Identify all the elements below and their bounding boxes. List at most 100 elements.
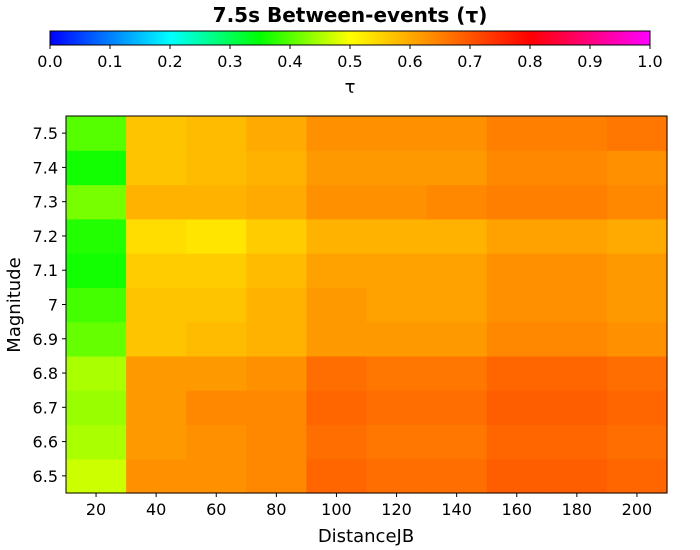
heatmap-cell	[546, 287, 608, 323]
heatmap-cell	[126, 390, 187, 426]
heatmap-cell	[66, 424, 127, 460]
y-tick-label: 7	[48, 296, 58, 315]
heatmap-cell	[186, 287, 247, 323]
heatmap-cell	[186, 458, 247, 494]
heatmap-cell	[486, 287, 548, 323]
heatmap-cell	[546, 253, 608, 288]
heatmap-cell	[366, 424, 428, 460]
heatmap-cell	[486, 424, 548, 460]
colorbar-tick-label: 0.7	[457, 52, 482, 71]
heatmap-cell	[366, 355, 428, 391]
heatmap-cell	[126, 321, 187, 357]
heatmap-cell	[186, 253, 247, 288]
colorbar-tick-label: 0.3	[217, 52, 242, 71]
heatmap-cell	[306, 355, 368, 391]
colorbar	[49, 30, 651, 46]
heatmap-cell	[306, 287, 368, 323]
colorbar-tick-label: 0.6	[397, 52, 422, 71]
heatmap-cell	[426, 424, 488, 460]
heatmap-cell	[186, 424, 247, 460]
heatmap-cell	[306, 424, 368, 460]
heatmap-cell	[426, 116, 488, 151]
heatmap-cell	[486, 150, 548, 186]
heatmap-cell	[486, 253, 548, 288]
heatmap-cell	[546, 424, 608, 460]
x-tick-label: 60	[206, 500, 226, 519]
heatmap-cell	[366, 253, 428, 288]
x-tick-label: 80	[266, 500, 286, 519]
x-tick-label: 140	[441, 500, 472, 519]
heatmap-cell	[486, 184, 548, 220]
colorbar-tick-label: 0.2	[157, 52, 182, 71]
chart-title: 7.5s Between-events (τ)	[213, 3, 488, 27]
heatmap-cell	[486, 116, 548, 151]
heatmap-cell	[66, 218, 127, 254]
x-tick-label: 120	[381, 500, 412, 519]
y-tick-label: 7.3	[33, 193, 58, 212]
x-tick-label: 20	[86, 500, 106, 519]
heatmap-cell	[66, 390, 127, 426]
heatmap-cell	[546, 321, 608, 357]
heatmap-cell	[126, 355, 187, 391]
heatmap-cell	[186, 184, 247, 220]
heatmap-cell	[486, 390, 548, 426]
heatmap-cell	[546, 184, 608, 220]
heatmap-cell	[606, 253, 668, 288]
heatmap-cell	[246, 218, 307, 254]
heatmap-cell	[546, 150, 608, 186]
x-tick-label: 200	[622, 500, 653, 519]
colorbar-tick-label: 1.0	[637, 52, 662, 71]
colorbar-label: τ	[345, 77, 356, 98]
heatmap-cell	[606, 287, 668, 323]
heatmap-cell	[186, 355, 247, 391]
heatmap-cell	[246, 321, 307, 357]
heatmap-cell	[306, 458, 368, 494]
heatmap-cell	[486, 218, 548, 254]
heatmap-cell	[366, 184, 428, 220]
heatmap-cell	[66, 321, 127, 357]
heatmap-cell	[126, 218, 187, 254]
heatmap-cell	[366, 150, 428, 186]
y-axis-ticks: 6.5 6.6 6.7 6.8 6.9 7 7.1 7.2 7.3 7.4 7.5	[33, 124, 66, 486]
heatmap-cell	[246, 287, 307, 323]
y-tick-label: 7.2	[33, 227, 58, 246]
x-tick-label: 180	[562, 500, 593, 519]
heatmap-cell	[246, 458, 307, 494]
colorbar-tick-label: 0.8	[517, 52, 542, 71]
heatmap-cell	[66, 287, 127, 323]
heatmap-cell	[126, 116, 187, 151]
y-tick-label: 7.5	[33, 124, 58, 143]
heatmap-cell	[186, 116, 247, 151]
y-tick-label: 6.9	[33, 330, 58, 349]
heatmap-cell	[366, 218, 428, 254]
heatmap-cell	[306, 321, 368, 357]
heatmap-cell	[126, 253, 187, 288]
heatmap-cell	[66, 355, 127, 391]
x-tick-label: 100	[321, 500, 352, 519]
heatmap-cell	[606, 458, 668, 494]
heatmap-cell	[366, 287, 428, 323]
heatmap-cell	[306, 184, 368, 220]
heatmap-cell	[366, 390, 428, 426]
heatmap-cell	[426, 287, 488, 323]
heatmap-cell	[246, 355, 307, 391]
heatmap-cell	[426, 355, 488, 391]
heatmap-cell	[546, 355, 608, 391]
y-axis-label: Magnitude	[4, 257, 25, 352]
x-axis-ticks: 20 40 60 80 100 120 140 160 180 200	[86, 493, 652, 519]
colorbar-tick-label: 0.9	[577, 52, 602, 71]
heatmap-cells	[66, 116, 668, 494]
heatmap-cell	[546, 218, 608, 254]
y-tick-label: 6.7	[33, 398, 58, 417]
heatmap-cell	[66, 150, 127, 186]
heatmap-cell	[426, 218, 488, 254]
heatmap-cell	[366, 116, 428, 151]
heatmap-cell	[186, 321, 247, 357]
heatmap-cell	[126, 150, 187, 186]
heatmap-cell	[426, 184, 488, 220]
heatmap-cell	[486, 458, 548, 494]
y-tick-label: 6.5	[33, 467, 58, 486]
heatmap-cell	[366, 321, 428, 357]
heatmap-cell	[126, 287, 187, 323]
